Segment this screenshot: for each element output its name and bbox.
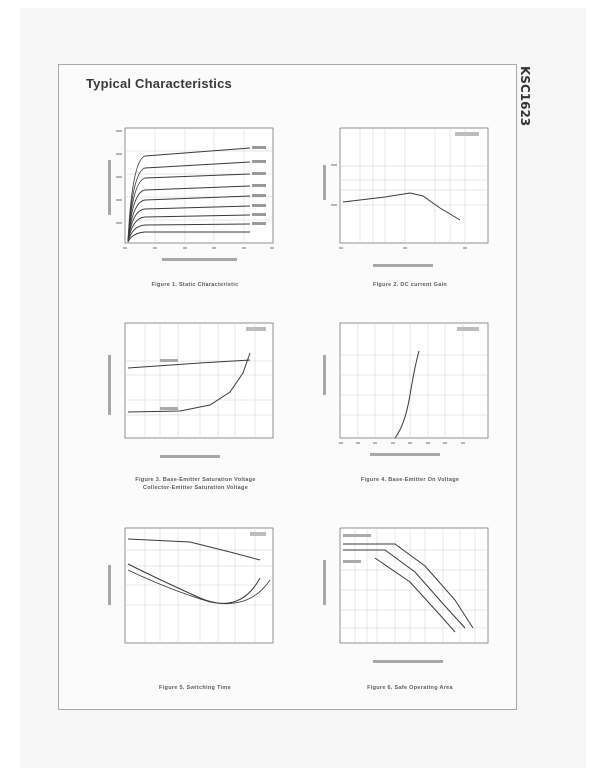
grid-lines [340, 323, 488, 438]
gain-curve [342, 192, 461, 221]
tick-labels [116, 130, 274, 249]
figure-1-plot [108, 127, 274, 261]
figure-5-plot [108, 527, 274, 644]
tf-curve [127, 563, 261, 604]
page-title: Typical Characteristics [86, 76, 232, 91]
figure-5-caption: Figure 5. Switching Time [159, 685, 231, 691]
figure-5 [100, 520, 285, 670]
vbe-sat-curve [127, 359, 251, 369]
x-axis-label [373, 660, 443, 663]
plot-area [339, 527, 489, 644]
figure-4-plot [323, 322, 489, 456]
y-axis-label [323, 560, 326, 605]
figure-3 [100, 315, 285, 465]
vce-sat-curve [127, 352, 251, 413]
condition-label [246, 327, 266, 331]
plot-area [339, 127, 489, 244]
grid-lines [340, 128, 488, 243]
condition-label [457, 327, 479, 331]
plot-area [124, 127, 274, 244]
curve-labels [252, 146, 266, 225]
y-axis-label [323, 355, 326, 395]
figure-2 [315, 120, 500, 270]
soa-curves [343, 543, 474, 633]
figure-6-caption: Figure 6. Safe Operating Area [367, 685, 453, 691]
y-axis-label [323, 165, 326, 200]
x-axis-label [160, 455, 220, 458]
figure-1 [100, 120, 285, 270]
figure-3-caption-line-2: Collector-Emitter Saturation Voltage [142, 485, 249, 491]
grid-lines [125, 323, 273, 438]
x-axis-label [373, 264, 433, 267]
figure-3-caption: Figure 3. Base-Emitter Saturation Voltag… [108, 476, 283, 492]
grid-lines [125, 528, 273, 643]
characteristic-curves [127, 147, 251, 243]
condition-label [455, 132, 479, 136]
figure-2-plot [323, 127, 489, 267]
plot-area [339, 322, 489, 439]
figure-3-caption-line-1: Figure 3. Base-Emitter Saturation Voltag… [135, 477, 256, 483]
figure-3-plot [108, 322, 274, 458]
y-axis-label [108, 160, 111, 215]
tick-labels [339, 442, 465, 444]
plot-area [124, 527, 274, 644]
figure-2-caption: Figure 2. DC current Gain [372, 282, 448, 288]
y-axis-label [108, 565, 111, 605]
vce-label [160, 407, 178, 410]
condition-label [250, 532, 266, 536]
y-axis-label [108, 355, 111, 415]
x-axis-label [162, 258, 237, 261]
plot-area [124, 322, 274, 439]
figure-6 [315, 520, 500, 670]
vbe-on-curve [394, 350, 420, 439]
soa-label-1 [343, 534, 371, 537]
tr-curve [127, 569, 271, 605]
figure-1-caption: Figure 1. Static Characteristic [151, 282, 239, 288]
soa-label-2 [343, 560, 361, 563]
part-number: KSC1623 [518, 66, 532, 127]
figure-6-plot [323, 527, 489, 663]
tick-labels [331, 164, 467, 249]
figure-4-caption: Figure 4. Base-Emitter On Voltage [360, 477, 460, 483]
figure-4 [315, 315, 500, 465]
grid-lines [340, 528, 488, 643]
vbe-label [160, 359, 178, 362]
x-axis-label [370, 453, 440, 456]
tstg-curve [127, 538, 261, 561]
